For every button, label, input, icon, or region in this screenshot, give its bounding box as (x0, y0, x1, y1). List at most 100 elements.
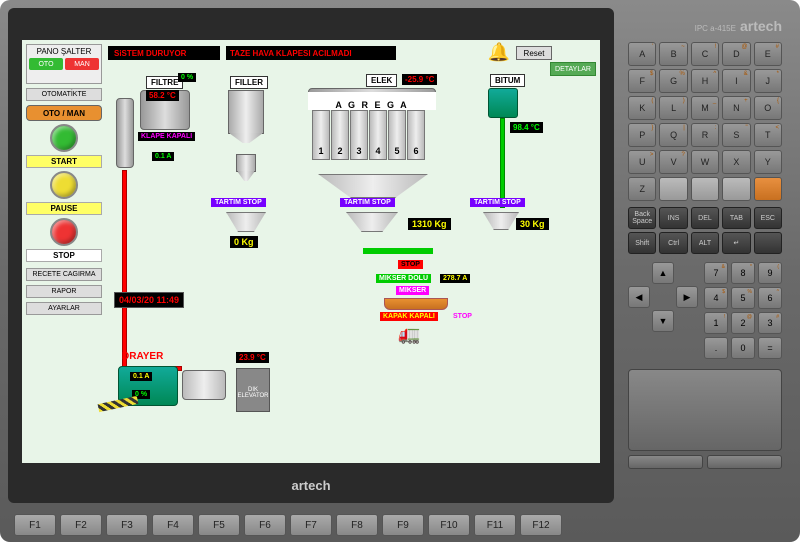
key-DEL[interactable]: DEL (691, 207, 719, 229)
bezel-brand: artech (291, 478, 330, 493)
nav-numpad: ▲ ◀ ▶ ▼ 7&8*9( 4$5%6^ 1!2@3#.0= (628, 262, 782, 359)
numkey-=[interactable]: = (758, 337, 782, 359)
numkey-8[interactable]: 8* (731, 262, 755, 284)
arrow-down[interactable]: ▼ (652, 310, 674, 332)
key-B[interactable]: B~ (659, 42, 687, 66)
key-Y[interactable]: Y (754, 150, 782, 174)
trackpad-left[interactable] (628, 455, 703, 469)
agrega-silo-5[interactable]: 5 (388, 110, 406, 160)
key-A[interactable]: A' (628, 42, 656, 66)
numkey-2[interactable]: 2@ (731, 312, 755, 334)
numkey-1[interactable]: 1! (704, 312, 728, 334)
reset-button[interactable]: Reset (516, 46, 552, 60)
oto-man-button[interactable]: OTO / MAN (26, 105, 102, 121)
ayarlar-button[interactable]: AYARLAR (26, 302, 102, 315)
key-ALT[interactable]: ALT (691, 232, 719, 254)
key-W[interactable]: W (691, 150, 719, 174)
trackpad-right[interactable] (707, 455, 782, 469)
fkey-F6[interactable]: F6 (244, 514, 286, 536)
key-enter[interactable] (754, 232, 782, 254)
key-↵[interactable]: ↵ (722, 232, 750, 254)
fkey-F7[interactable]: F7 (290, 514, 332, 536)
alpha-keys: A'B~C!D@E# F$G%H^I&J* K(L)M_N+O{ P}Q|R:S"T<… (628, 42, 782, 201)
man-switch[interactable]: MAN (65, 58, 99, 70)
fkey-F9[interactable]: F9 (382, 514, 424, 536)
stop-lamp[interactable] (50, 218, 78, 246)
alarm-bell-icon[interactable]: 🔔 (488, 42, 510, 63)
key-R[interactable]: R: (691, 123, 719, 147)
key-J[interactable]: J* (754, 69, 782, 93)
key-F[interactable]: F$ (628, 69, 656, 93)
key-L[interactable]: L) (659, 96, 687, 120)
start-lamp[interactable] (50, 124, 78, 152)
key-H[interactable]: H^ (691, 69, 719, 93)
key-special-3[interactable] (754, 177, 782, 201)
arrow-up[interactable]: ▲ (652, 262, 674, 284)
agrega-tartim[interactable]: TARTIM STOP (340, 198, 395, 207)
keypad-panel: IPC a-415Eartech A'B~C!D@E# F$G%H^I&J* K(L… (614, 8, 792, 534)
fkey-F5[interactable]: F5 (198, 514, 240, 536)
recete-button[interactable]: RECETE CAGIRMA (26, 268, 102, 281)
key-TAB[interactable]: TAB (722, 207, 750, 229)
numkey-4[interactable]: 4$ (704, 287, 728, 309)
bitum-tartim[interactable]: TARTIM STOP (470, 198, 525, 207)
key-I[interactable]: I& (722, 69, 750, 93)
fkey-F2[interactable]: F2 (60, 514, 102, 536)
rapor-button[interactable]: RAPOR (26, 285, 102, 298)
key-G[interactable]: G% (659, 69, 687, 93)
key-BackSpace[interactable]: Back Space (628, 207, 656, 229)
key-U[interactable]: U> (628, 150, 656, 174)
arrow-right[interactable]: ▶ (676, 286, 698, 308)
agrega-silo-2[interactable]: 2 (331, 110, 349, 160)
key-Z[interactable]: Z (628, 177, 656, 201)
fkey-F10[interactable]: F10 (428, 514, 470, 536)
key-C[interactable]: C! (691, 42, 719, 66)
numkey-3[interactable]: 3# (758, 312, 782, 334)
key-O[interactable]: O{ (754, 96, 782, 120)
agrega-silo-1[interactable]: 1 (312, 110, 330, 160)
panel-brand: IPC a-415Eartech (628, 18, 782, 34)
fkey-F3[interactable]: F3 (106, 514, 148, 536)
key-X[interactable]: X (722, 150, 750, 174)
fkey-F8[interactable]: F8 (336, 514, 378, 536)
fkey-F4[interactable]: F4 (152, 514, 194, 536)
numkey-7[interactable]: 7& (704, 262, 728, 284)
key-M[interactable]: M_ (691, 96, 719, 120)
key-special-0[interactable] (659, 177, 687, 201)
key-S[interactable]: S" (722, 123, 750, 147)
key-Ctrl[interactable]: Ctrl (659, 232, 687, 254)
device-frame: PANO ŞALTER OTO MAN SiSTEM DURUYOR TAZE … (0, 0, 800, 542)
numkey-.[interactable]: . (704, 337, 728, 359)
key-Shift[interactable]: Shift (628, 232, 656, 254)
key-T[interactable]: T< (754, 123, 782, 147)
fkey-F11[interactable]: F11 (474, 514, 516, 536)
agrega-silo-4[interactable]: 4 (369, 110, 387, 160)
pause-lamp[interactable] (50, 171, 78, 199)
key-D[interactable]: D@ (722, 42, 750, 66)
numkey-0[interactable]: 0 (731, 337, 755, 359)
key-V[interactable]: V? (659, 150, 687, 174)
key-Q[interactable]: Q| (659, 123, 687, 147)
drayer-temp: 23.9 °C (236, 352, 269, 363)
key-ESC[interactable]: ESC (754, 207, 782, 229)
key-K[interactable]: K( (628, 96, 656, 120)
start-label: START (26, 155, 102, 168)
filler-tartim[interactable]: TARTIM STOP (211, 198, 266, 207)
key-INS[interactable]: INS (659, 207, 687, 229)
agrega-silo-6[interactable]: 6 (407, 110, 425, 160)
key-N[interactable]: N+ (722, 96, 750, 120)
arrow-left[interactable]: ◀ (628, 286, 650, 308)
agrega-silo-3[interactable]: 3 (350, 110, 368, 160)
key-P[interactable]: P} (628, 123, 656, 147)
key-special-1[interactable] (691, 177, 719, 201)
oto-switch[interactable]: OTO (29, 58, 63, 70)
numkey-9[interactable]: 9( (758, 262, 782, 284)
fkey-F12[interactable]: F12 (520, 514, 562, 536)
numkey-5[interactable]: 5% (731, 287, 755, 309)
fkey-F1[interactable]: F1 (14, 514, 56, 536)
numkey-6[interactable]: 6^ (758, 287, 782, 309)
trackpad[interactable] (628, 369, 782, 451)
key-E[interactable]: E# (754, 42, 782, 66)
system-status: SiSTEM DURUYOR (108, 46, 220, 60)
key-special-2[interactable] (722, 177, 750, 201)
